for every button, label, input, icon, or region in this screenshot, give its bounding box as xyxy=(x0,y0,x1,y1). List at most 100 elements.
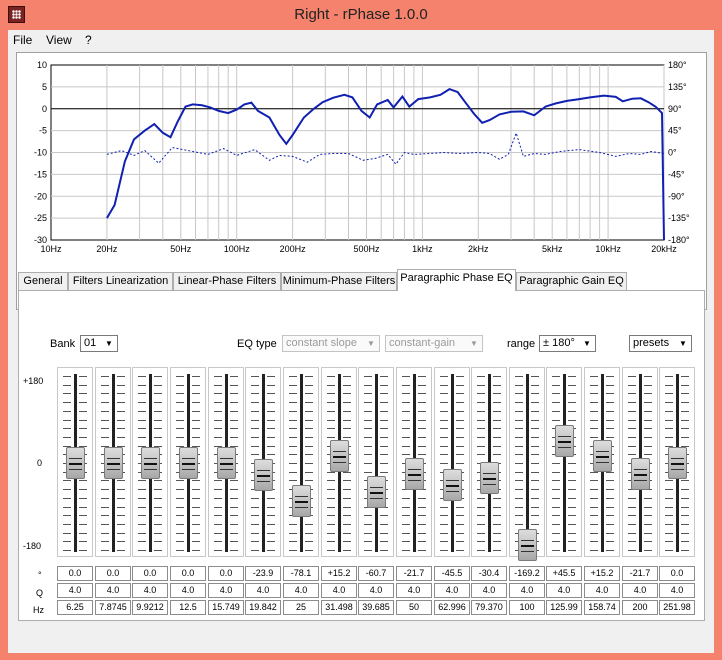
band-frequency-field[interactable]: 50 xyxy=(396,600,432,615)
band-frequency-field[interactable]: 100 xyxy=(509,600,545,615)
menu-view[interactable]: View xyxy=(46,33,72,47)
band-q-field[interactable]: 4.0 xyxy=(245,583,281,598)
x-tick-label: 10Hz xyxy=(40,244,62,254)
tab-general[interactable]: General xyxy=(18,272,68,290)
band-q-field[interactable]: 4.0 xyxy=(509,583,545,598)
slider-thumb[interactable] xyxy=(518,528,537,561)
band-degree-field[interactable]: 0.0 xyxy=(659,566,695,581)
paragraphic-phase-eq-panel: Bank 01 ▼ EQ type constant slope ▼ const… xyxy=(18,290,705,621)
band-q-field[interactable]: 4.0 xyxy=(208,583,244,598)
tab-paragraphic-phase-eq[interactable]: Paragraphic Phase EQ xyxy=(397,269,516,291)
band-frequency-field[interactable]: 62.996 xyxy=(434,600,470,615)
band-degree-field[interactable]: 0.0 xyxy=(170,566,206,581)
band-degree-field[interactable]: -23.9 xyxy=(245,566,281,581)
band-q-field[interactable]: 4.0 xyxy=(546,583,582,598)
band-q-field[interactable]: 4.0 xyxy=(95,583,131,598)
slider-thumb[interactable] xyxy=(104,447,123,479)
x-tick-label: 2kHz xyxy=(468,244,489,254)
band-q-field[interactable]: 4.0 xyxy=(283,583,319,598)
band-frequency-field[interactable]: 39.685 xyxy=(358,600,394,615)
slider-thumb[interactable] xyxy=(405,457,424,490)
band-frequency-field[interactable]: 7.8745 xyxy=(95,600,131,615)
slider-thumb[interactable] xyxy=(593,439,612,472)
x-tick-label: 100Hz xyxy=(224,244,251,254)
band-degree-field[interactable]: -78.1 xyxy=(283,566,319,581)
band-degree-field[interactable]: +15.2 xyxy=(584,566,620,581)
band-frequency-field[interactable]: 79.370 xyxy=(471,600,507,615)
band-degree-field[interactable]: -60.7 xyxy=(358,566,394,581)
band-q-field[interactable]: 4.0 xyxy=(132,583,168,598)
band-degree-field[interactable]: 0.0 xyxy=(57,566,93,581)
band-degree-field[interactable]: 0.0 xyxy=(208,566,244,581)
range-select[interactable]: ± 180° ▼ xyxy=(539,335,596,352)
band-degree-field[interactable]: -21.7 xyxy=(396,566,432,581)
band-frequency-field[interactable]: 125.99 xyxy=(546,600,582,615)
band-q-field[interactable]: 4.0 xyxy=(471,583,507,598)
y-right-tick-label: -90° xyxy=(668,191,685,201)
band-frequency-field[interactable]: 251.98 xyxy=(659,600,695,615)
band-q-field[interactable]: 4.0 xyxy=(321,583,357,598)
tab-minimum-phase-filters[interactable]: Minimum-Phase Filters xyxy=(281,272,397,290)
band-q-field[interactable]: 4.0 xyxy=(659,583,695,598)
band-frequency-field[interactable]: 200 xyxy=(622,600,658,615)
band-q-field[interactable]: 4.0 xyxy=(57,583,93,598)
slider-thumb[interactable] xyxy=(179,447,198,479)
tab-linear-phase-filters[interactable]: Linear-Phase Filters xyxy=(173,272,281,290)
band-q-field[interactable]: 4.0 xyxy=(622,583,658,598)
tab-filters-linearization[interactable]: Filters Linearization xyxy=(68,272,173,290)
band-degree-field[interactable]: 0.0 xyxy=(95,566,131,581)
slider-thumb[interactable] xyxy=(66,447,85,479)
presets-select[interactable]: presets ▼ xyxy=(629,335,692,352)
slider-thumb[interactable] xyxy=(330,439,349,472)
y-left-tick-label: -25 xyxy=(34,213,47,223)
menu-file[interactable]: File xyxy=(13,33,33,47)
band-frequency-field[interactable]: 19.842 xyxy=(245,600,281,615)
band-column xyxy=(170,367,206,557)
y-left-tick-label: 10 xyxy=(37,60,47,70)
gain-mode-select[interactable]: constant-gain ▼ xyxy=(385,335,483,352)
band-q-field[interactable]: 4.0 xyxy=(170,583,206,598)
slider-track xyxy=(563,374,566,552)
band-degree-field[interactable]: -30.4 xyxy=(471,566,507,581)
slider-thumb[interactable] xyxy=(367,476,386,509)
band-frequency-field[interactable]: 9.9212 xyxy=(132,600,168,615)
slider-thumb[interactable] xyxy=(254,458,273,491)
phase-curve xyxy=(106,131,665,166)
bank-select[interactable]: 01 ▼ xyxy=(80,335,118,352)
app-icon[interactable] xyxy=(8,6,25,23)
band-frequency-field[interactable]: 15.749 xyxy=(208,600,244,615)
y-left-tick-label: -5 xyxy=(39,126,47,136)
band-q-field[interactable]: 4.0 xyxy=(358,583,394,598)
band-frequency-field[interactable]: 6.25 xyxy=(57,600,93,615)
slider-thumb[interactable] xyxy=(668,447,687,479)
x-tick-label: 20Hz xyxy=(96,244,118,254)
magnitude-curve xyxy=(106,87,665,241)
slider-thumb[interactable] xyxy=(141,447,160,479)
band-frequency-field[interactable]: 12.5 xyxy=(170,600,206,615)
eq-type-select-value: constant slope xyxy=(286,337,357,349)
eq-type-select[interactable]: constant slope ▼ xyxy=(282,335,380,352)
slider-thumb[interactable] xyxy=(555,425,574,457)
slider-track xyxy=(526,374,529,552)
band-degree-field[interactable]: -45.5 xyxy=(434,566,470,581)
slider-thumb[interactable] xyxy=(443,469,462,501)
band-q-field[interactable]: 4.0 xyxy=(396,583,432,598)
band-q-field[interactable]: 4.0 xyxy=(434,583,470,598)
band-frequency-field[interactable]: 158.74 xyxy=(584,600,620,615)
band-frequency-field[interactable]: 31.498 xyxy=(321,600,357,615)
menu-help[interactable]: ? xyxy=(85,33,92,47)
band-frequency-field[interactable]: 25 xyxy=(283,600,319,615)
band-degree-field[interactable]: +15.2 xyxy=(321,566,357,581)
band-degree-field[interactable]: 0.0 xyxy=(132,566,168,581)
slider-thumb[interactable] xyxy=(631,457,650,490)
chevron-down-icon: ▼ xyxy=(583,339,591,348)
y-right-tick-label: 180° xyxy=(668,60,687,70)
band-degree-field[interactable]: -169.2 xyxy=(509,566,545,581)
slider-thumb[interactable] xyxy=(292,484,311,517)
band-degree-field[interactable]: -21.7 xyxy=(622,566,658,581)
band-q-field[interactable]: 4.0 xyxy=(584,583,620,598)
band-degree-field[interactable]: +45.5 xyxy=(546,566,582,581)
tab-paragraphic-gain-eq[interactable]: Paragraphic Gain EQ xyxy=(516,272,627,290)
slider-thumb[interactable] xyxy=(480,461,499,494)
slider-thumb[interactable] xyxy=(217,447,236,479)
